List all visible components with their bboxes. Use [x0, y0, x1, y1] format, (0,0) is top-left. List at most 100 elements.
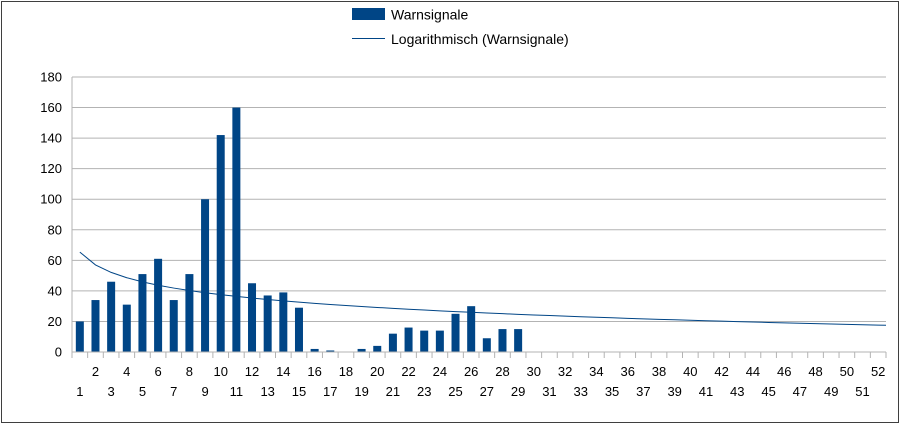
- y-tick-label: 140: [40, 131, 62, 146]
- x-tick-label: 2: [92, 364, 99, 379]
- bar: [263, 295, 272, 352]
- x-tick-label: 46: [777, 364, 791, 379]
- bar: [420, 330, 429, 352]
- x-tick-label: 39: [667, 384, 681, 399]
- trendline-path: [79, 251, 887, 326]
- bar-series-warnsignale: [75, 107, 523, 352]
- x-tick-label: 30: [527, 364, 541, 379]
- x-tick-label: 12: [245, 364, 259, 379]
- bar: [107, 281, 116, 352]
- bar: [201, 199, 210, 352]
- x-axis: 1234567891011121314151617181920212223242…: [71, 351, 887, 399]
- x-tick-label: 40: [683, 364, 697, 379]
- y-tick-label: 20: [48, 314, 62, 329]
- x-tick-label: 51: [855, 384, 869, 399]
- x-tick-label: 17: [323, 384, 337, 399]
- x-tick-label: 49: [824, 384, 838, 399]
- y-tick-label: 180: [40, 70, 62, 85]
- bar: [279, 292, 288, 352]
- bar: [404, 327, 413, 352]
- bar: [388, 333, 397, 352]
- x-tick-label: 9: [201, 384, 208, 399]
- trendline-logarithmisch: [79, 251, 887, 326]
- x-tick-label: 23: [417, 384, 431, 399]
- bar: [310, 348, 319, 352]
- bar: [138, 274, 147, 352]
- legend-label-warnsignale: Warnsignale: [391, 7, 469, 23]
- legend-label-logarithmisch: Logarithmisch (Warnsignale): [391, 31, 569, 47]
- y-tick-label: 40: [48, 283, 62, 298]
- x-tick-label: 20: [370, 364, 384, 379]
- bar: [185, 274, 194, 352]
- x-tick-label: 5: [139, 384, 146, 399]
- legend: Warnsignale Logarithmisch (Warnsignale): [352, 7, 569, 47]
- y-axis: 0 20 40 60 80 100 120 140 160 180: [40, 70, 73, 360]
- x-tick-label: 19: [354, 384, 368, 399]
- x-tick-label: 8: [186, 364, 193, 379]
- x-tick-label: 44: [746, 364, 760, 379]
- x-tick-label: 3: [108, 384, 115, 399]
- x-tick-label: 45: [761, 384, 775, 399]
- bar: [482, 338, 491, 352]
- x-tick-label: 24: [433, 364, 447, 379]
- x-tick-label: 4: [123, 364, 130, 379]
- x-tick-label: 48: [808, 364, 822, 379]
- y-tick-label: 0: [55, 345, 62, 360]
- x-tick-label: 35: [605, 384, 619, 399]
- x-tick-label: 27: [480, 384, 494, 399]
- bar: [357, 348, 366, 352]
- x-tick-label: 50: [840, 364, 854, 379]
- x-tick-label: 16: [307, 364, 321, 379]
- x-tick-label: 6: [154, 364, 161, 379]
- x-tick-label: 10: [213, 364, 227, 379]
- bar: [294, 307, 303, 352]
- x-tick-label: 13: [260, 384, 274, 399]
- y-tick-label: 60: [48, 253, 62, 268]
- bar: [154, 258, 163, 352]
- x-tick-label: 31: [542, 384, 556, 399]
- x-tick-label: 47: [793, 384, 807, 399]
- bar: [514, 329, 523, 352]
- bar: [91, 300, 100, 352]
- x-tick-label: 1: [76, 384, 83, 399]
- x-tick-label: 7: [170, 384, 177, 399]
- y-tick-label: 160: [40, 100, 62, 115]
- x-tick-label: 36: [620, 364, 634, 379]
- bar: [435, 330, 444, 352]
- bar: [122, 304, 131, 352]
- x-tick-label: 42: [714, 364, 728, 379]
- bar: [232, 107, 241, 352]
- x-tick-label: 52: [871, 364, 885, 379]
- x-tick-label: 26: [464, 364, 478, 379]
- bar: [498, 329, 507, 352]
- bar: [326, 350, 335, 352]
- x-tick-label: 28: [495, 364, 509, 379]
- x-tick-label: 34: [589, 364, 603, 379]
- x-tick-label: 22: [401, 364, 415, 379]
- x-tick-label: 11: [230, 384, 244, 399]
- grid-lines: [72, 76, 886, 353]
- legend-swatch-bar: [352, 8, 385, 20]
- x-tick-label: 38: [652, 364, 666, 379]
- x-tick-label: 25: [448, 384, 462, 399]
- bar: [373, 345, 382, 352]
- bar: [248, 283, 257, 352]
- x-tick-label: 43: [730, 384, 744, 399]
- bar: [216, 135, 225, 352]
- x-tick-label: 15: [292, 384, 306, 399]
- bar: [75, 321, 84, 352]
- bar: [467, 306, 476, 352]
- x-tick-label: 32: [558, 364, 572, 379]
- y-tick-label: 80: [48, 222, 62, 237]
- x-tick-label: 33: [574, 384, 588, 399]
- x-tick-label: 29: [511, 384, 525, 399]
- y-tick-label: 120: [40, 161, 62, 176]
- bar: [451, 313, 460, 352]
- bar: [169, 300, 178, 352]
- x-tick-label: 14: [276, 364, 290, 379]
- x-tick-label: 18: [339, 364, 353, 379]
- x-tick-label: 41: [699, 384, 713, 399]
- x-tick-label: 21: [386, 384, 400, 399]
- x-tick-label: 37: [636, 384, 650, 399]
